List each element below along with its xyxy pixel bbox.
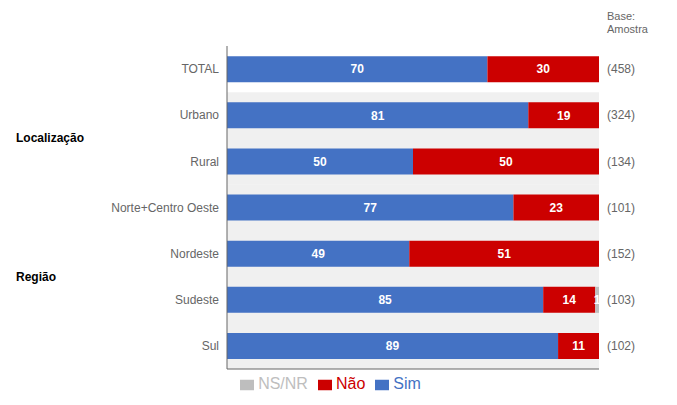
svg-text:Sul: Sul	[202, 339, 219, 353]
svg-text:30: 30	[537, 62, 551, 76]
svg-text:(152): (152)	[607, 247, 635, 261]
svg-text:Base:Amostra: Base:Amostra	[607, 10, 649, 35]
svg-text:11: 11	[572, 339, 585, 353]
svg-text:Rural: Rural	[190, 155, 219, 169]
svg-text:(134): (134)	[607, 155, 635, 169]
svg-text:Localização: Localização	[16, 131, 84, 145]
svg-text:50: 50	[499, 155, 513, 169]
svg-text:51: 51	[497, 247, 511, 261]
svg-text:(103): (103)	[607, 293, 635, 307]
svg-text:49: 49	[311, 247, 325, 261]
svg-text:(324): (324)	[607, 108, 635, 122]
svg-text:23: 23	[550, 201, 564, 215]
svg-text:89: 89	[386, 339, 400, 353]
svg-text:Nordeste: Nordeste	[170, 247, 219, 261]
html-text:Não: Não	[335, 375, 366, 392]
svg-text:Norte+Centro Oeste: Norte+Centro Oeste	[111, 201, 219, 215]
svg-text:77: 77	[364, 201, 378, 215]
svg-text:14: 14	[563, 293, 577, 307]
svg-text:Urbano: Urbano	[180, 108, 220, 122]
svg-text:1: 1	[594, 293, 601, 307]
svg-text:50: 50	[313, 155, 327, 169]
svg-text:81: 81	[371, 109, 385, 123]
svg-text:70: 70	[351, 62, 365, 76]
html-text:NS/NR: NS/NR	[258, 375, 308, 392]
svg-text:(102): (102)	[607, 339, 635, 353]
svg-text:85: 85	[378, 293, 392, 307]
svg-text:(458): (458)	[607, 62, 635, 76]
svg-text:TOTAL: TOTAL	[181, 62, 219, 76]
svg-text:Região: Região	[16, 270, 56, 284]
svg-text:(101): (101)	[607, 201, 635, 215]
svg-text:19: 19	[557, 109, 571, 123]
svg-text:Sudeste: Sudeste	[175, 293, 219, 307]
html-text:Sim: Sim	[393, 375, 421, 392]
